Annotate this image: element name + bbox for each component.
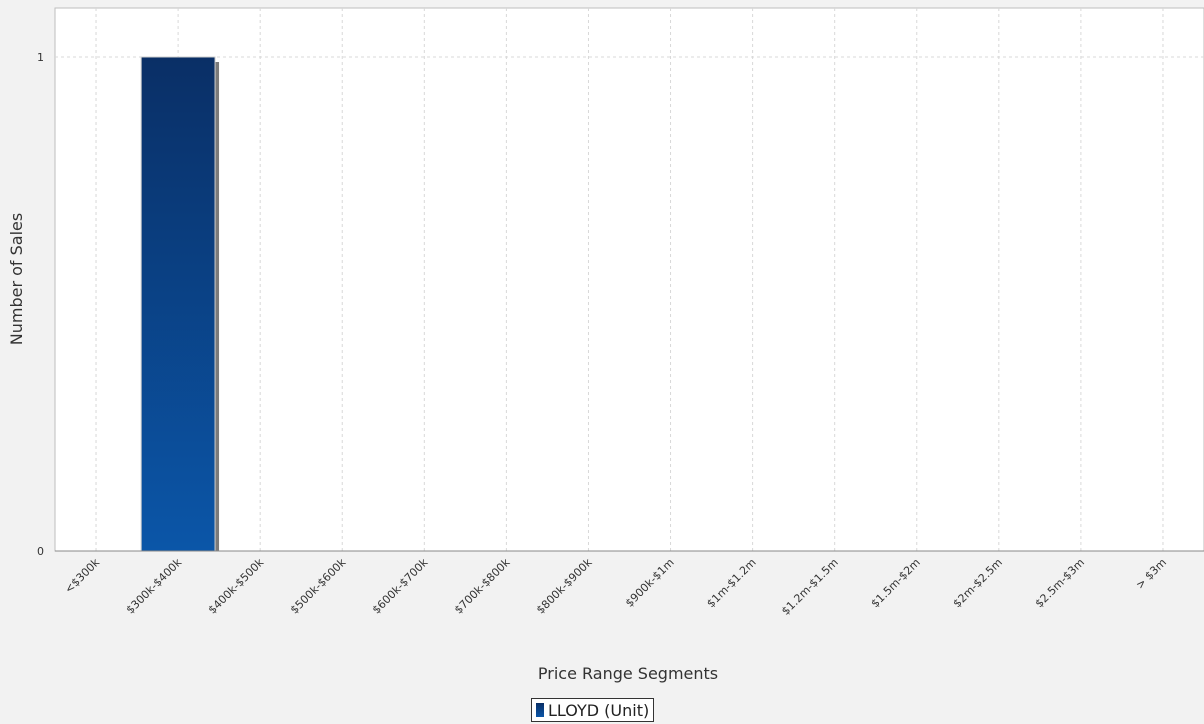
- grid-lines: [55, 8, 1204, 552]
- x-tick-label: $900k-$1m: [623, 556, 677, 610]
- y-tick-label: 1: [37, 51, 44, 64]
- x-tick-label: $2m-$2.5m: [951, 556, 1005, 610]
- x-tick-label: $400k-$500k: [206, 555, 267, 616]
- bars: [140, 56, 220, 552]
- y-axis-title: Number of Sales: [7, 213, 26, 345]
- x-tick-label: $1m-$1.2m: [704, 556, 758, 610]
- legend-swatch: [536, 703, 544, 717]
- y-tick-labels: 01: [37, 51, 44, 558]
- y-tick-label: 0: [37, 545, 44, 558]
- x-axis-title: Price Range Segments: [538, 664, 718, 683]
- x-tick-label: $500k-$600k: [288, 555, 349, 616]
- x-tick-label: <$300k: [62, 555, 102, 595]
- x-tick-label: $2.5m-$3m: [1033, 556, 1087, 610]
- x-tick-label: > $3m: [1133, 556, 1169, 592]
- x-tick-label: $800k-$900k: [534, 555, 595, 616]
- x-tick-label: $1.2m-$1.5m: [779, 556, 841, 618]
- plot-area: [54, 7, 1204, 552]
- x-tick-label: $300k-$400k: [124, 555, 185, 616]
- x-tick-label: $1.5m-$2m: [869, 556, 923, 610]
- x-tick-labels: <$300k $300k-$400k $400k-$500k $500k-$600k $…: [62, 555, 1169, 617]
- x-tick-label: $600k-$700k: [370, 555, 431, 616]
- legend: LLOYD (Unit): [531, 698, 655, 722]
- bar: [140, 56, 216, 552]
- x-tick-label: $700k-$800k: [452, 555, 513, 616]
- legend-label: LLOYD (Unit): [548, 700, 650, 720]
